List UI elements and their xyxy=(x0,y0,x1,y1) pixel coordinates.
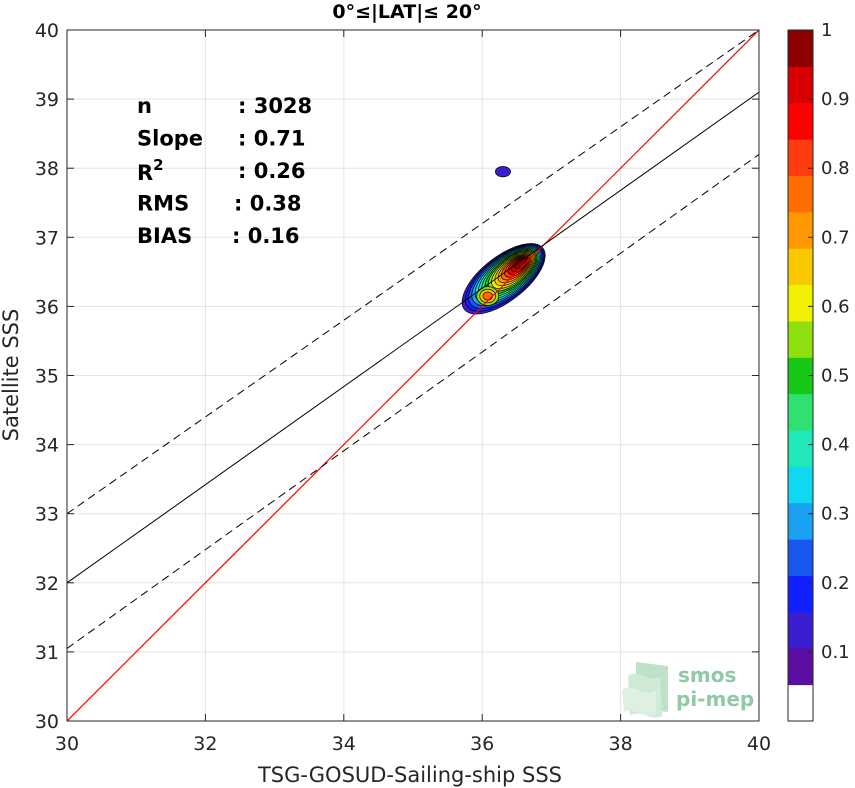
colorbar-tick-label: 0.8 xyxy=(821,158,850,179)
x-axis-label: TSG-GOSUD-Sailing-ship SSS xyxy=(257,763,562,787)
logo-waves-icon xyxy=(622,662,668,718)
y-tick-label: 31 xyxy=(35,642,59,664)
colorbar-segment xyxy=(788,648,813,686)
colorbar: 0.1 0.2 0.3 0.4 0.5 0.6 0.7 0.8 0.9 1 xyxy=(787,20,850,722)
colorbar-segment xyxy=(788,684,813,722)
colorbar-segment xyxy=(788,502,813,540)
stat-value: : 0.26 xyxy=(238,159,306,183)
y-tick-label: 36 xyxy=(35,296,59,318)
stat-label: RMS xyxy=(137,192,189,216)
x-axis-ticks: 30 32 34 36 38 40 xyxy=(55,30,771,755)
colorbar-tick-label: 0.7 xyxy=(821,227,850,248)
logo-text-pi-mep: pi-mep xyxy=(676,687,754,711)
stat-value: : 0.71 xyxy=(238,127,306,151)
stats-box: n : 3028 Slope : 0.71 R2 : 0.26 RMS : 0.38 BIAS:… xyxy=(137,94,312,248)
colorbar-tick-label: 0.3 xyxy=(821,504,850,525)
y-tick-label: 39 xyxy=(35,89,59,111)
stat-value: : 0.16 xyxy=(232,224,300,248)
y-tick-label: 40 xyxy=(35,20,59,42)
chart-title: 0°≤|LAT|≤ 20° xyxy=(332,1,481,23)
colorbar-tick-label: 1 xyxy=(821,20,832,41)
fit-lower-bound-line xyxy=(67,153,759,649)
x-tick-label: 32 xyxy=(193,733,217,755)
colorbar-tick-label: 0.9 xyxy=(821,89,850,110)
x-tick-label: 36 xyxy=(470,733,494,755)
colorbar-segment xyxy=(788,575,813,613)
y-tick-label: 37 xyxy=(35,227,59,249)
y-axis-ticks: 30 31 32 33 34 35 36 37 38 39 40 xyxy=(35,20,759,733)
y-tick-label: 35 xyxy=(35,366,59,388)
regression-lines xyxy=(67,30,759,721)
density-contours xyxy=(461,166,546,315)
colorbar-segment xyxy=(788,539,813,577)
colorbar-segment xyxy=(788,466,813,504)
fit-line xyxy=(67,91,759,584)
y-tick-label: 38 xyxy=(35,158,59,180)
x-tick-label: 40 xyxy=(747,733,771,755)
colorbar-segment xyxy=(788,611,813,649)
colorbar-tick-label: 0.1 xyxy=(821,642,850,663)
density-contour-secondary xyxy=(482,291,493,301)
x-tick-label: 38 xyxy=(609,733,633,755)
colorbar-segment xyxy=(788,320,813,358)
colorbar-segment xyxy=(788,248,813,286)
identity-line xyxy=(67,30,759,721)
colorbar-tick-label: 0.2 xyxy=(821,573,850,594)
colorbar-segment xyxy=(788,139,813,176)
colorbar-segment xyxy=(788,175,813,213)
smos-pi-mep-logo: smos pi-mep xyxy=(622,662,754,718)
colorbar-segment xyxy=(788,66,813,104)
colorbar-segment xyxy=(788,430,813,467)
stat-label: Slope xyxy=(137,127,203,151)
x-tick-label: 34 xyxy=(332,733,356,755)
density-contour-isolated xyxy=(494,166,511,178)
stat-label: R2 xyxy=(137,156,164,185)
y-tick-label: 30 xyxy=(35,711,59,733)
colorbar-tick-label: 0.5 xyxy=(821,366,850,387)
colorbar-segment xyxy=(788,30,813,67)
colorbar-tick-label: 0.6 xyxy=(821,296,850,317)
colorbar-segment xyxy=(788,211,813,249)
y-tick-label: 33 xyxy=(35,504,59,526)
colorbar-segment xyxy=(788,393,813,431)
colorbar-segment xyxy=(788,284,813,322)
stat-label: n xyxy=(137,94,152,118)
grid xyxy=(66,29,760,722)
logo-text-smos: smos xyxy=(678,663,736,687)
colorbar-tick-label: 0.4 xyxy=(821,435,850,456)
colorbar-segment xyxy=(788,102,813,140)
fit-upper-bound-line xyxy=(67,30,759,515)
y-tick-label: 32 xyxy=(35,573,59,595)
stat-label: BIAS xyxy=(137,224,192,248)
stat-value: : 3028 xyxy=(238,94,312,118)
x-tick-label: 30 xyxy=(55,733,79,755)
stat-label-superscript: 2 xyxy=(153,156,163,174)
y-tick-label: 34 xyxy=(35,435,59,457)
stat-value: : 0.38 xyxy=(234,192,302,216)
y-axis-label: Satellite SSS xyxy=(0,309,23,442)
